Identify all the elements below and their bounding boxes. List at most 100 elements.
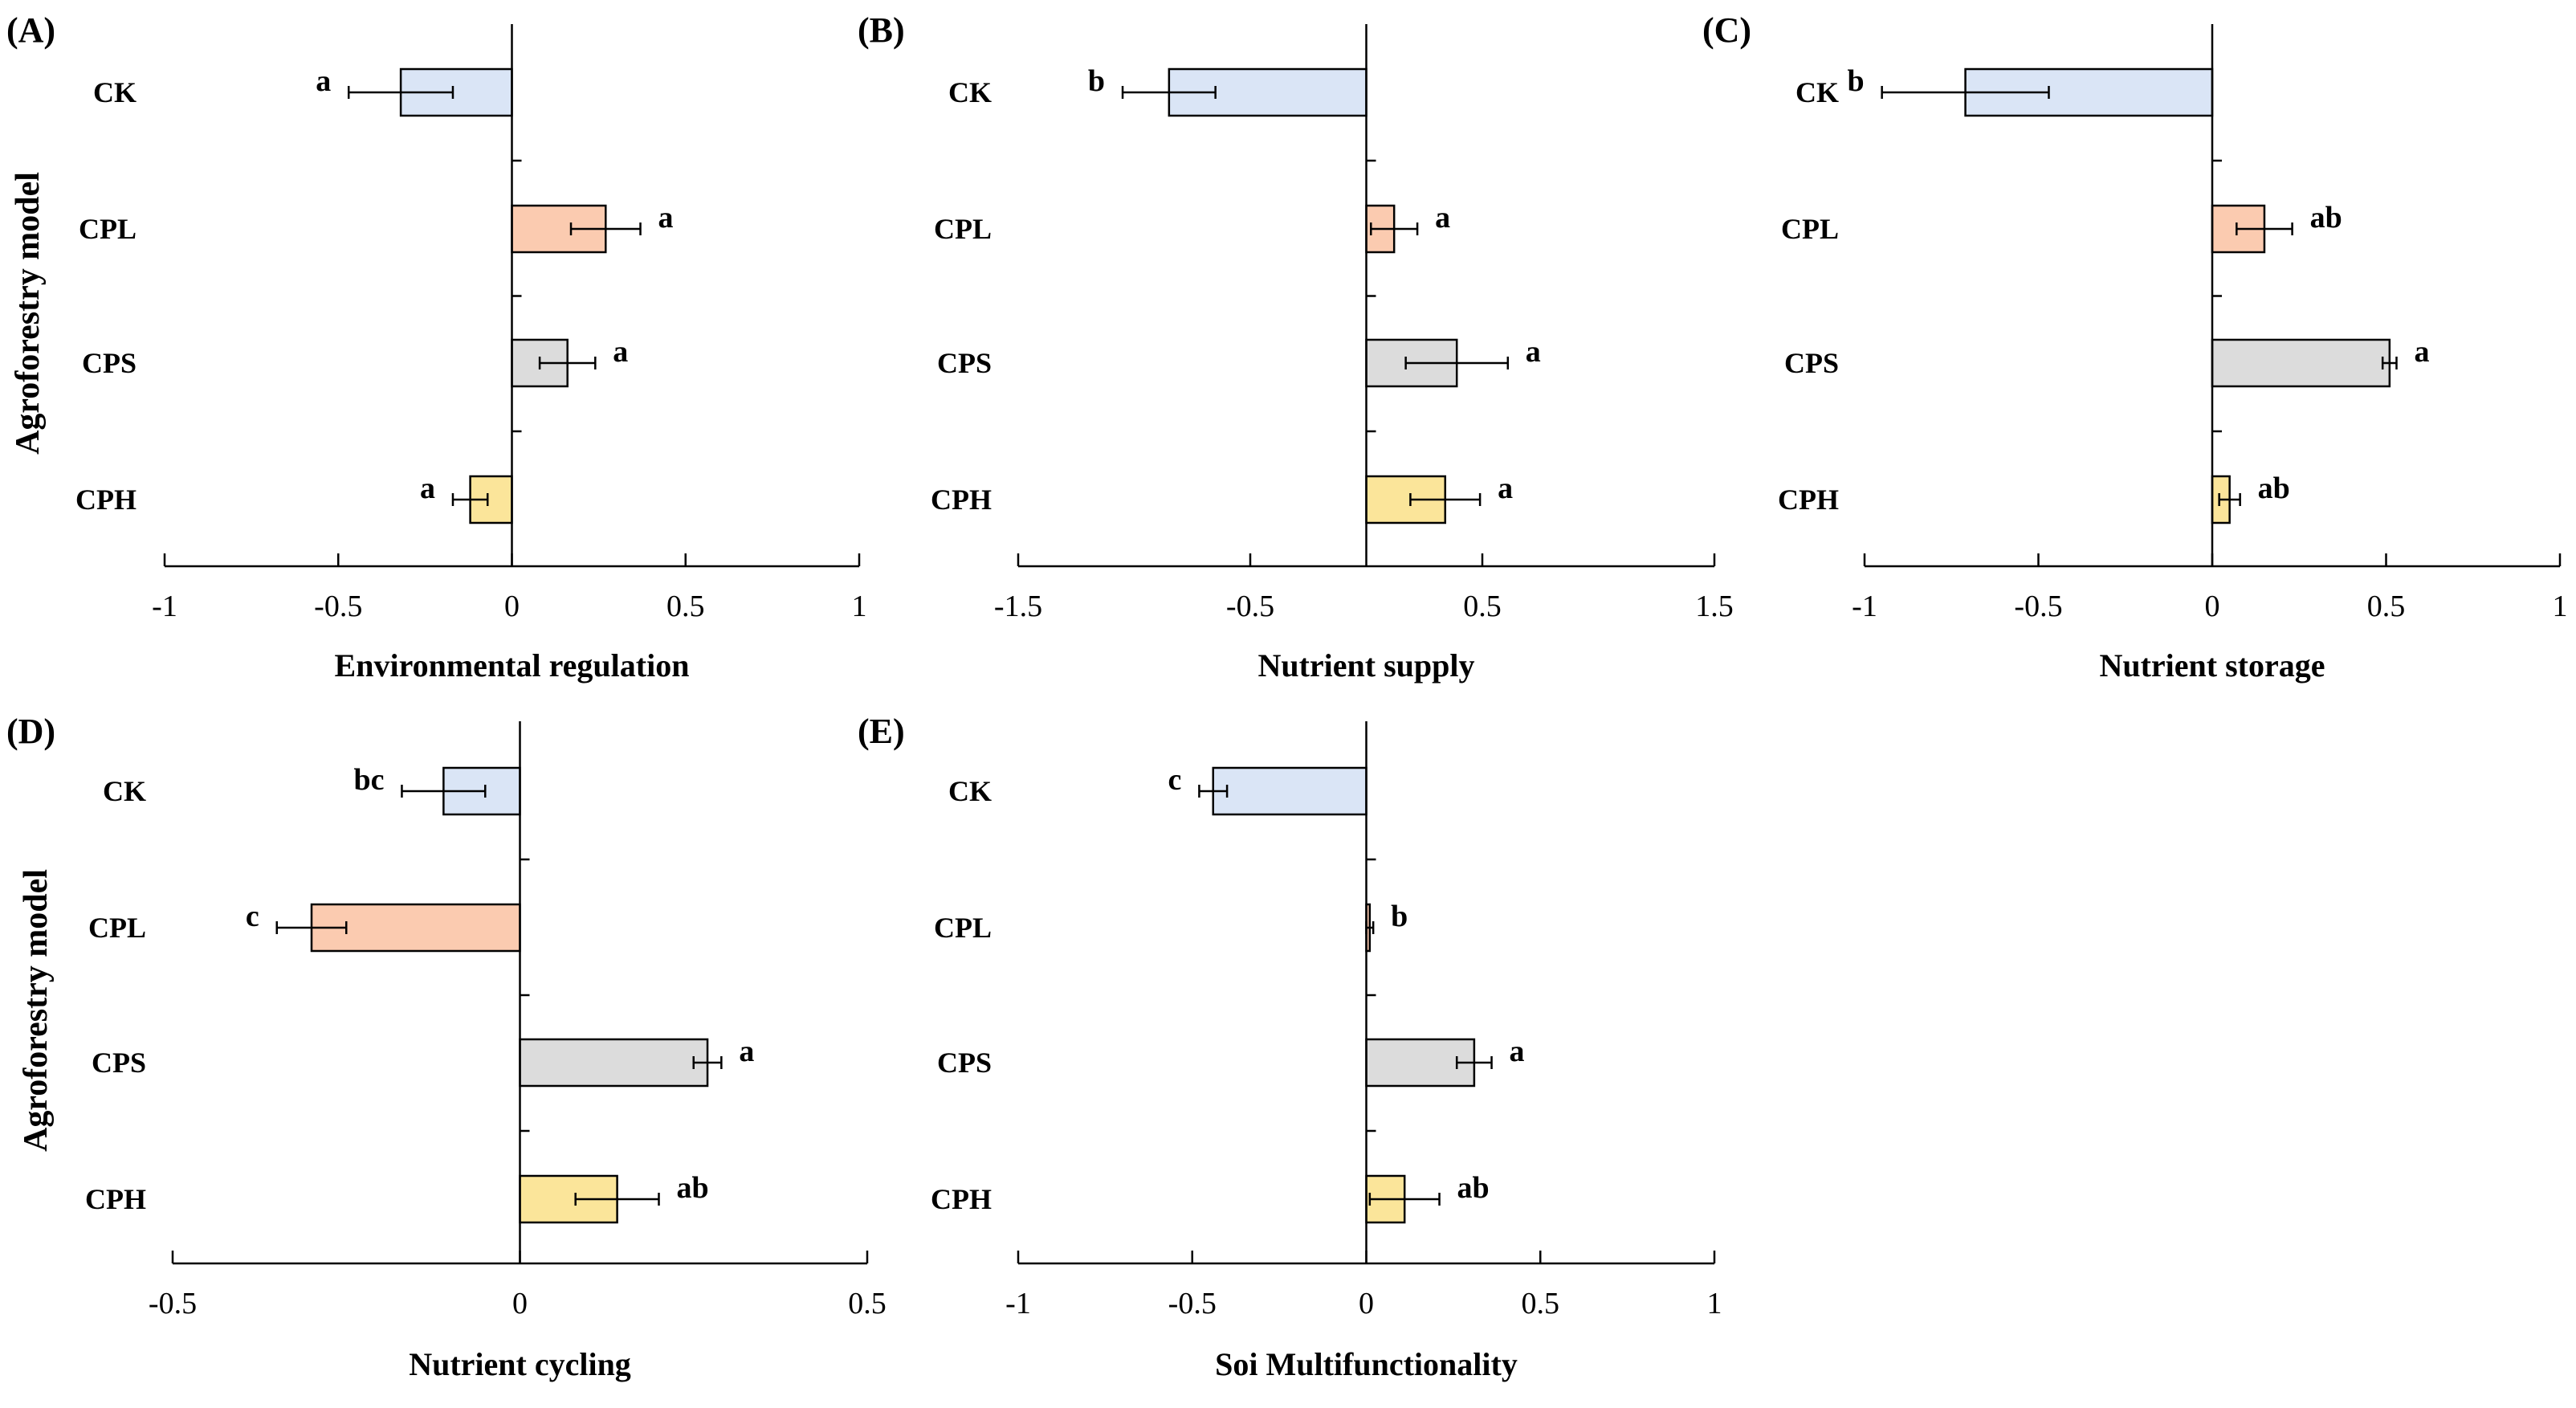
significance-label: a (613, 335, 628, 369)
panel-label: (A) (6, 10, 55, 50)
significance-label: b (1088, 64, 1105, 98)
significance-label: bc (353, 763, 384, 797)
x-tick-label: 0.5 (848, 1287, 887, 1320)
x-axis-title: Nutrient supply (1257, 647, 1474, 684)
bar-ck (1212, 766, 1367, 816)
category-label-cps: CPS (82, 347, 137, 379)
x-tick-label: -0.5 (149, 1287, 197, 1320)
category-label-cpl: CPL (934, 912, 992, 944)
x-tick-label: 1 (2553, 590, 2568, 623)
zero-line (2211, 24, 2222, 566)
panel-b: (B) b CK a CPL a CPS a CPH -1.5 -0.5 0.5 1.5 Nutrient… (858, 10, 1734, 684)
zero-line (519, 721, 530, 1263)
error-bar-cph (574, 1193, 660, 1206)
significance-label: a (1435, 201, 1450, 235)
significance-label: a (1526, 335, 1541, 369)
category-label-ck: CK (948, 76, 992, 108)
error-bar-ck (1881, 86, 2050, 99)
error-bar-cpl (275, 921, 348, 934)
category-label-cph: CPH (931, 1183, 992, 1215)
zero-line (1365, 24, 1376, 566)
category-label-ck: CK (93, 76, 137, 108)
x-tick-label: 0.5 (666, 590, 705, 623)
x-tick-label: 0 (512, 1287, 528, 1320)
x-tick-label: -1 (152, 590, 177, 623)
error-bar-cps (1404, 357, 1510, 369)
x-tick-label: -1 (1852, 590, 1877, 623)
panel-e: (E) c CK b CPL a CPS ab CPH -1 -0.5 0 0.5 1 Soi Multif… (858, 712, 1722, 1382)
category-label-cpl: CPL (934, 213, 992, 245)
category-label-cph: CPH (931, 484, 992, 516)
significance-label: b (1391, 900, 1408, 933)
significance-label: a (1498, 471, 1513, 505)
category-label-cph: CPH (1778, 484, 1839, 516)
category-label-cps: CPS (1784, 347, 1839, 379)
panel-label: (C) (1702, 10, 1751, 50)
significance-label: c (1168, 763, 1182, 797)
panel-label: (E) (858, 712, 905, 751)
panel-c: (C) b CK ab CPL a CPS ab CPH -1 -0.5 0 0.5 1 Nutrient … (1702, 10, 2568, 684)
error-bar-cph (2218, 493, 2241, 506)
x-tick-label: 0.5 (1463, 590, 1502, 623)
category-label-ck: CK (103, 775, 146, 807)
x-tick-label: 1 (852, 590, 867, 623)
category-label-cph: CPH (75, 484, 137, 516)
error-bar-cph (451, 493, 489, 506)
significance-label: a (658, 201, 674, 235)
category-label-ck: CK (948, 775, 992, 807)
x-tick-label: -0.5 (1168, 1287, 1217, 1320)
x-tick-label: -1.5 (994, 590, 1042, 623)
x-tick-label: -0.5 (2014, 590, 2062, 623)
x-tick-label: 1.5 (1695, 590, 1734, 623)
x-tick-label: 1 (1707, 1287, 1722, 1320)
y-axis-label: Agroforestry model (18, 869, 55, 1152)
panel-a: (A) a CK a CPL a CPS a CPH -1 -0.5 0 0.5 1 Environment… (6, 10, 867, 684)
significance-label: a (1510, 1035, 1525, 1068)
x-tick-label: 0.5 (2367, 590, 2406, 623)
error-bar-cps (538, 357, 597, 369)
error-bar-cpl (1370, 222, 1419, 235)
error-bar-ck (401, 785, 487, 798)
category-label-cpl: CPL (1781, 213, 1839, 245)
category-label-cps: CPS (92, 1047, 146, 1079)
panel-d: (D) bc CK c CPL a CPS ab CPH -0.5 0 0.5 Nutrient cyc… (6, 712, 887, 1382)
significance-label: c (246, 900, 259, 933)
category-label-cph: CPH (85, 1183, 146, 1215)
bar-cps (519, 1038, 709, 1088)
x-tick-label: 0.5 (1522, 1287, 1560, 1320)
category-label-cps: CPS (937, 1047, 992, 1079)
error-bar-cph (1368, 1193, 1441, 1206)
error-bar-ck (347, 86, 454, 99)
category-label-cps: CPS (937, 347, 992, 379)
significance-label: a (739, 1035, 754, 1068)
category-label-cpl: CPL (79, 213, 137, 245)
panel-label: (D) (6, 712, 55, 751)
significance-label: a (316, 64, 331, 98)
x-axis-title: Nutrient cycling (409, 1346, 631, 1382)
zero-line (511, 24, 522, 566)
significance-label: b (1848, 64, 1865, 98)
category-label-cpl: CPL (88, 912, 146, 944)
error-bar-cps (1455, 1056, 1493, 1069)
significance-label: ab (2310, 201, 2342, 235)
x-tick-label: -1 (1005, 1287, 1031, 1320)
x-tick-label: 0 (504, 590, 520, 623)
panel-label: (B) (858, 10, 905, 50)
x-tick-label: -0.5 (314, 590, 362, 623)
significance-label: ab (2258, 471, 2290, 505)
bar-cps (2211, 338, 2391, 388)
significance-label: ab (1457, 1171, 1490, 1205)
significance-label: ab (677, 1171, 709, 1205)
y-axis-label: Agroforestry model (10, 172, 47, 455)
error-bar-cps (692, 1056, 723, 1069)
error-bar-ck (1121, 86, 1217, 99)
x-tick-label: 0 (2205, 590, 2220, 623)
significance-label: a (420, 471, 435, 505)
error-bar-cpl (569, 222, 642, 235)
error-bar-ck (1198, 785, 1229, 798)
error-bar-cph (1409, 493, 1482, 506)
x-axis-title: Soi Multifunctionality (1215, 1346, 1518, 1382)
error-bar-cps (2381, 357, 2398, 369)
category-label-ck: CK (1795, 76, 1839, 108)
